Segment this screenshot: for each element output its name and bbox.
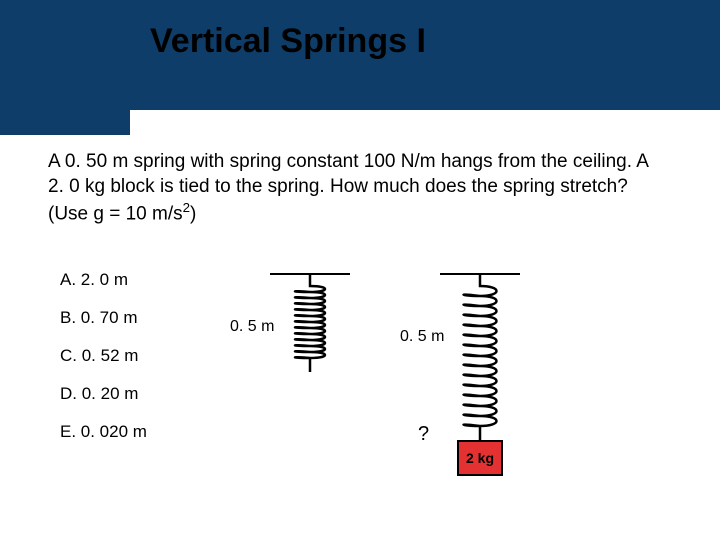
question-text: A 0. 50 m spring with spring constant 10… (48, 150, 668, 227)
spring-svg (230, 268, 550, 518)
choice-c: C. 0. 52 m (60, 346, 147, 366)
header-left-block (0, 0, 130, 135)
spring-right (464, 274, 497, 442)
answer-choices: A. 2. 0 m B. 0. 70 m C. 0. 52 m D. 0. 20… (60, 270, 147, 460)
choice-e: E. 0. 020 m (60, 422, 147, 442)
stretch-question-mark: ? (418, 423, 429, 446)
choice-a: A. 2. 0 m (60, 270, 147, 290)
spring-left (295, 274, 325, 372)
spring-diagram: 0. 5 m 0. 5 m ? 2 kg (230, 268, 550, 518)
choice-d: D. 0. 20 m (60, 384, 147, 404)
mass-block: 2 kg (457, 440, 503, 476)
choice-b: B. 0. 70 m (60, 308, 147, 328)
label-left: 0. 5 m (230, 318, 274, 336)
label-right: 0. 5 m (400, 328, 444, 346)
page-title: Vertical Springs I (150, 22, 426, 61)
